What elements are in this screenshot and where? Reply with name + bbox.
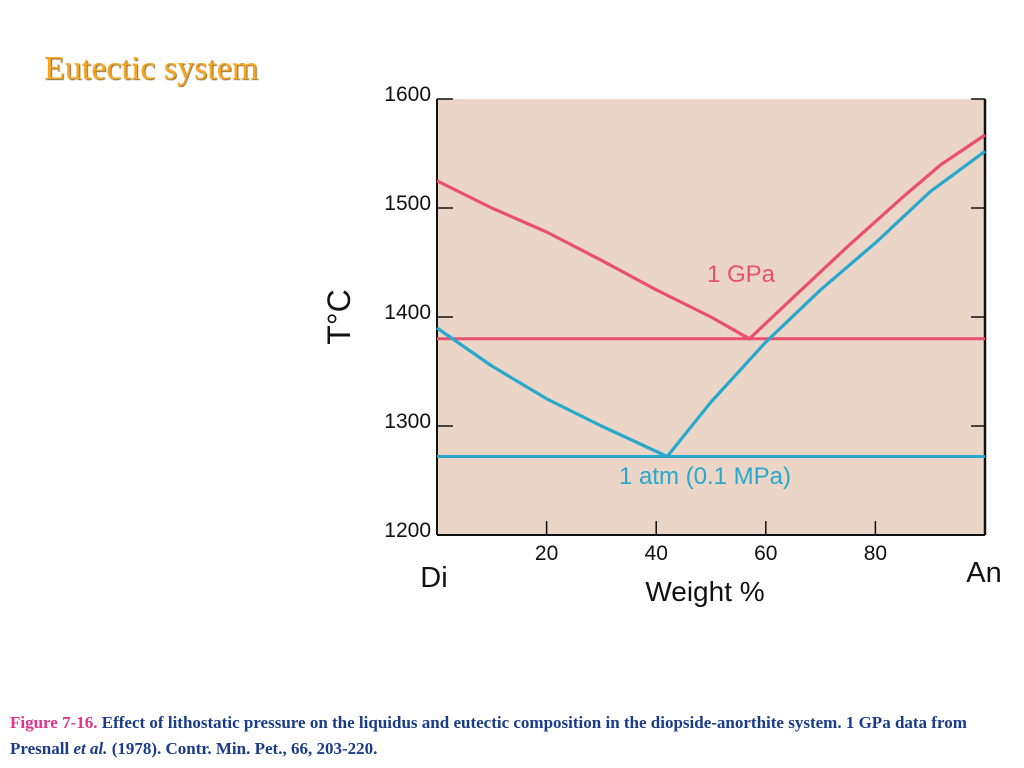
x-tick-label: 20 bbox=[535, 542, 558, 565]
x-axis-label: Weight % bbox=[645, 576, 764, 607]
y-tick-label: 1600 bbox=[384, 83, 431, 106]
figure-caption: Figure 7-16. Effect of lithostatic press… bbox=[10, 710, 1000, 762]
series-label-1gpa: 1 GPa bbox=[707, 261, 776, 288]
y-tick-label: 1300 bbox=[384, 410, 431, 433]
figure-label: Figure 7-16. bbox=[10, 713, 98, 732]
caption-text: Effect of lithostatic pressure on the li… bbox=[10, 713, 967, 758]
caption-text-end: (1978). Contr. Min. Pet., 66, 203-220. bbox=[107, 739, 378, 758]
x-tick-label: 40 bbox=[645, 542, 668, 565]
liquidus-line-1atm bbox=[436, 150, 986, 459]
y-tick-label: 1400 bbox=[384, 301, 431, 324]
phase-diagram-chart: 1200 1300 1400 1500 1600 20 40 60 80 1 GPa 1 atm (… bbox=[321, 83, 1002, 607]
series-label-1atm: 1 atm (0.1 MPa) bbox=[619, 463, 791, 490]
x-end-label-an: An bbox=[966, 557, 1001, 589]
caption-italic: et al. bbox=[73, 739, 108, 758]
slide-title: Eutectic system bbox=[44, 50, 259, 87]
y-axis-label: T°C bbox=[321, 289, 357, 344]
x-tick-label: 80 bbox=[864, 542, 887, 565]
y-tick-label: 1500 bbox=[384, 192, 431, 215]
liquidus-line-1gpa bbox=[436, 133, 986, 341]
y-tick-label: 1200 bbox=[384, 519, 431, 542]
x-end-label-di: Di bbox=[420, 562, 447, 594]
x-tick-label: 60 bbox=[754, 542, 777, 565]
